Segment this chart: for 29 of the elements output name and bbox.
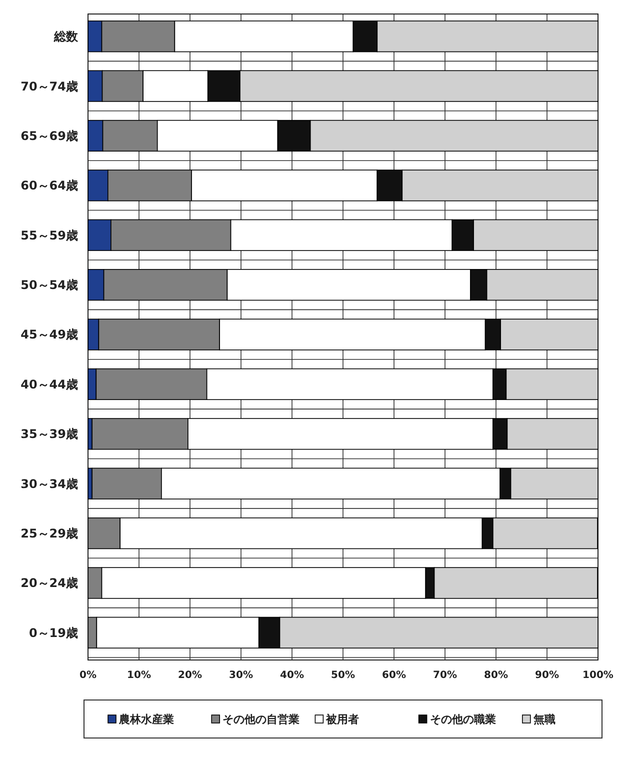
x-tick-label: 50% xyxy=(331,670,355,681)
y-tick-label: 総数 xyxy=(53,30,79,44)
x-tick-label: 90% xyxy=(535,670,559,681)
y-tick-label: 40～44歳 xyxy=(20,377,78,392)
x-tick-label: 100% xyxy=(582,670,614,681)
x-tick-label: 0% xyxy=(80,670,96,681)
x-tick-label: 30% xyxy=(229,670,253,681)
x-tick-label: 60% xyxy=(382,670,406,681)
y-tick-label: 20～24歳 xyxy=(20,576,78,590)
y-tick-label: 50～54歳 xyxy=(20,278,78,292)
y-tick-label: 25～29歳 xyxy=(20,526,78,540)
legend-label: その他の自営業 xyxy=(222,713,300,726)
y-tick-label: 55～59歳 xyxy=(20,228,78,242)
y-tick-label: 35～39歳 xyxy=(20,427,78,442)
y-tick-label: 70～74歳 xyxy=(20,79,78,94)
y-tick-label: 45～49歳 xyxy=(20,328,78,342)
legend-label: その他の職業 xyxy=(430,713,496,726)
y-tick-label: 65～69歳 xyxy=(20,128,78,143)
legend-label: 被用者 xyxy=(325,713,360,726)
legend-label: 農林水産業 xyxy=(118,713,174,726)
y-tick-label: 60～64歳 xyxy=(20,178,78,193)
x-tick-label: 20% xyxy=(178,670,202,681)
legend-label: 無職 xyxy=(532,713,556,726)
x-tick-label: 10% xyxy=(127,670,151,681)
x-tick-label: 40% xyxy=(280,670,304,681)
y-tick-label: 30～34歳 xyxy=(20,476,78,491)
x-tick-label: 80% xyxy=(484,670,508,681)
y-tick-label: 0～19歳 xyxy=(28,626,78,640)
x-tick-label: 70% xyxy=(433,670,457,681)
